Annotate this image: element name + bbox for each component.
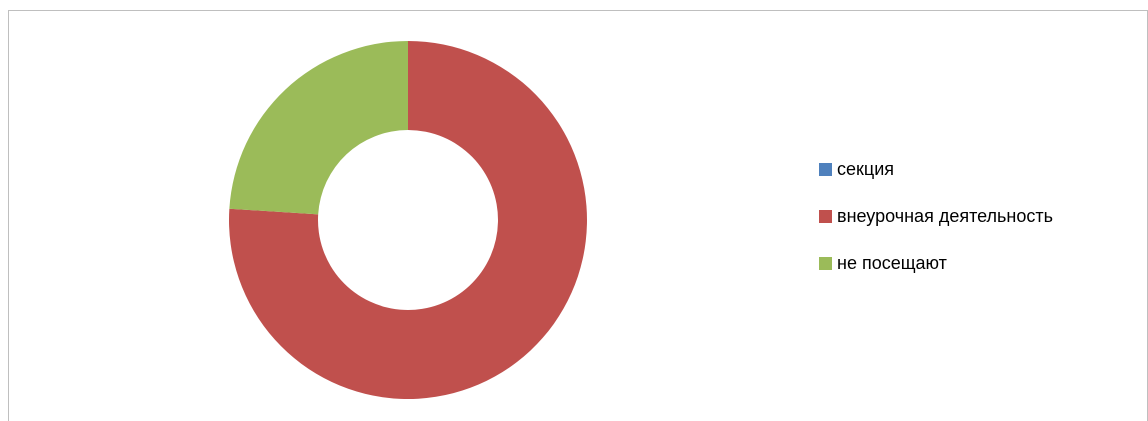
donut-slice-not-attending	[229, 41, 408, 215]
donut-slice-extracurricular	[229, 41, 587, 400]
legend-label-section: секция	[837, 159, 894, 179]
legend-swatch-section	[819, 162, 832, 176]
legend-swatch-extracurricular	[819, 209, 832, 223]
legend-label-not-attending: не посещают	[837, 253, 947, 273]
legend-item-extracurricular: внеурочная деятельность	[819, 204, 1139, 228]
legend-swatch-not-attending	[819, 256, 832, 270]
chart-legend: секция внеурочная деятельность не посеща…	[819, 157, 1139, 298]
legend-item-section: секция	[819, 157, 1139, 181]
legend-item-not-attending: не посещают	[819, 251, 1139, 275]
legend-label-extracurricular: внеурочная деятельность	[837, 206, 1053, 226]
